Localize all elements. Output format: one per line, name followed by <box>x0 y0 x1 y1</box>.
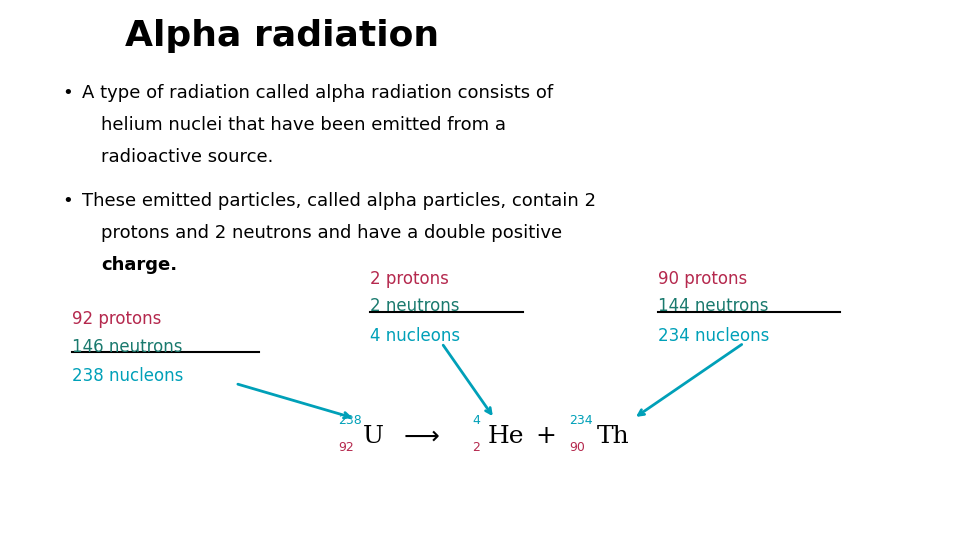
Text: ⟶: ⟶ <box>403 424 439 448</box>
Text: 90: 90 <box>569 441 586 454</box>
Text: 4: 4 <box>472 414 480 427</box>
Text: 92 protons: 92 protons <box>72 310 161 328</box>
Text: charge.: charge. <box>101 256 177 274</box>
Text: Alpha radiation: Alpha radiation <box>125 19 439 53</box>
Text: A type of radiation called alpha radiation consists of: A type of radiation called alpha radiati… <box>82 84 553 102</box>
Text: •: • <box>62 84 73 102</box>
Text: 2: 2 <box>472 441 480 454</box>
Text: 2 neutrons: 2 neutrons <box>370 297 459 315</box>
Text: 4 nucleons: 4 nucleons <box>370 327 460 345</box>
Text: +: + <box>536 424 557 448</box>
Text: helium nuclei that have been emitted from a: helium nuclei that have been emitted fro… <box>101 116 506 134</box>
Text: 238: 238 <box>338 414 362 427</box>
Text: Th: Th <box>597 425 630 448</box>
Text: 146 neutrons: 146 neutrons <box>72 338 182 355</box>
Text: protons and 2 neutrons and have a double positive: protons and 2 neutrons and have a double… <box>101 224 562 242</box>
Text: 90 protons: 90 protons <box>658 270 747 288</box>
Text: 144 neutrons: 144 neutrons <box>658 297 768 315</box>
Text: radioactive source.: radioactive source. <box>101 148 274 166</box>
Text: 234 nucleons: 234 nucleons <box>658 327 769 345</box>
Text: U: U <box>363 425 384 448</box>
Text: 234: 234 <box>569 414 593 427</box>
Text: 238 nucleons: 238 nucleons <box>72 367 183 385</box>
Text: 2 protons: 2 protons <box>370 270 448 288</box>
Text: •: • <box>62 192 73 210</box>
Text: 92: 92 <box>338 441 353 454</box>
Text: He: He <box>488 425 524 448</box>
Text: These emitted particles, called alpha particles, contain 2: These emitted particles, called alpha pa… <box>82 192 595 210</box>
